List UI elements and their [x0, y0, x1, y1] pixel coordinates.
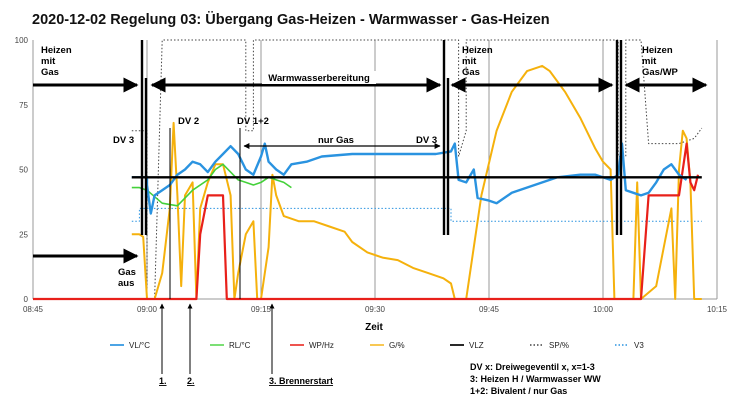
- y-tick-label: 25: [19, 230, 28, 239]
- series-line: [33, 142, 700, 301]
- phase-label: Warmwasserbereitung: [268, 73, 370, 84]
- series-line: [131, 207, 702, 222]
- legend-label: RL/°C: [229, 341, 251, 350]
- x-tick-label: 10:00: [593, 305, 614, 314]
- legend-label: G/%: [389, 341, 405, 350]
- label-bg: [262, 71, 376, 84]
- series-line: [131, 142, 688, 215]
- footnote-label: 3. Brennerstart: [269, 376, 333, 386]
- footnote-label: 2.: [187, 376, 195, 386]
- dv-label: DV 3: [113, 135, 134, 146]
- legend-label: WP/Hz: [309, 341, 334, 350]
- y-tick-label: 75: [19, 101, 28, 110]
- x-axis-label: Zeit: [365, 322, 383, 333]
- x-tick-label: 09:30: [365, 305, 386, 314]
- chart-title: 2020-12-02 Regelung 03: Übergang Gas-Hei…: [32, 11, 550, 28]
- annotations: Heizen mit Gas Warmwasserbereitung Heizen mit…: [33, 40, 708, 299]
- x-tick-label: 09:45: [479, 305, 500, 314]
- legend-label: VL/°C: [129, 341, 150, 350]
- series-line: [131, 163, 292, 207]
- legend: VL/°C RL/°C WP/Hz G/% VLZ SP/% V3: [110, 341, 644, 350]
- series-line: [131, 39, 703, 300]
- series: [33, 39, 703, 301]
- y-tick-label: 0: [24, 295, 29, 304]
- dv-label: DV 2: [178, 116, 199, 127]
- phase-label: Heizen mit Gas: [41, 45, 72, 78]
- legend-note: 3: Heizen H / Warmwasser WW: [470, 374, 601, 384]
- legend-note: DV x: Dreiwegeventil x, x=1-3: [470, 362, 595, 372]
- x-tick-label: 08:45: [23, 305, 44, 314]
- x-tick-label: 09:15: [251, 305, 272, 314]
- footnotes: 1. 2. 3. Brennerstart DV x: Dreiwegeventil …: [159, 303, 601, 396]
- dv-label: DV 1+2: [237, 116, 269, 127]
- series-line: [131, 64, 702, 300]
- y-tick-label: 50: [19, 166, 28, 175]
- legend-label: SP/%: [549, 341, 569, 350]
- x-tick-label: 09:00: [137, 305, 158, 314]
- x-tick-label: 10:15: [707, 305, 728, 314]
- phase-label: Heizen mit Gas: [462, 45, 493, 78]
- gas-aus-label: Gas aus: [118, 267, 136, 289]
- legend-note: 1+2: Bivalent / nur Gas: [470, 386, 567, 396]
- legend-label: VLZ: [469, 341, 484, 350]
- y-tick-label: 100: [15, 36, 29, 45]
- dv-label: nur Gas: [318, 135, 354, 146]
- footnote-label: 1.: [159, 376, 167, 386]
- legend-label: V3: [634, 341, 644, 350]
- dv-label: DV 3: [416, 135, 437, 146]
- phase-label: Heizen mit Gas/WP: [642, 45, 679, 78]
